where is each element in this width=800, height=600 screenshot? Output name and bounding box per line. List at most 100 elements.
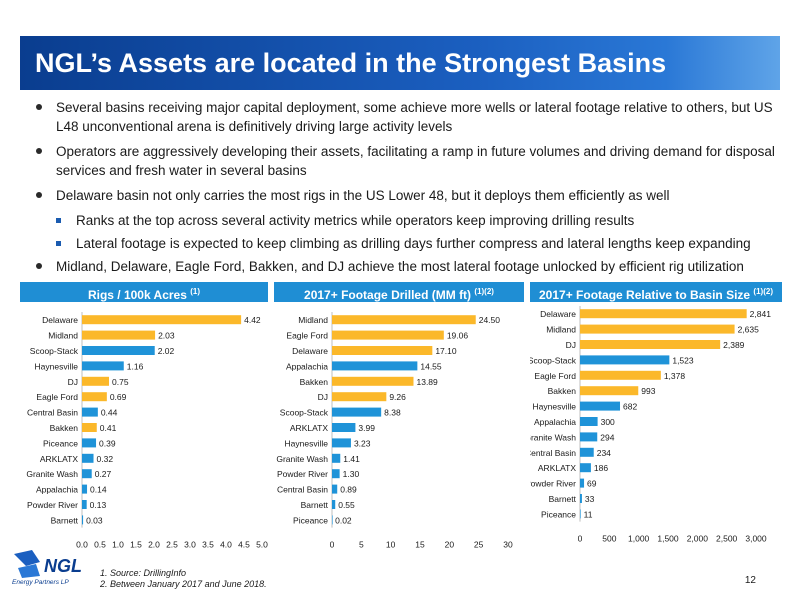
sub-bullet-text: Ranks at the top across several activity… — [76, 213, 635, 228]
x-tick-label: 1,000 — [628, 534, 650, 544]
bar — [82, 407, 98, 417]
value-label: 13.89 — [416, 377, 438, 387]
logo-tagline: Energy Partners LP — [12, 579, 69, 586]
chart-2-note: (1)(2) — [474, 287, 494, 296]
category-label: Haynesville — [533, 402, 577, 412]
category-label: Eagle Ford — [286, 331, 328, 341]
category-label: Bakken — [548, 386, 577, 396]
value-label: 3.99 — [358, 423, 375, 433]
bar — [332, 346, 433, 355]
bullet-item: Delaware basin not only carries the most… — [34, 186, 784, 205]
category-label: Granite Wash — [26, 469, 78, 479]
bar — [580, 463, 591, 473]
category-label: DJ — [566, 340, 576, 350]
value-label: 0.13 — [90, 500, 107, 510]
bar — [580, 447, 594, 457]
category-label: Appalachia — [534, 417, 576, 427]
category-label: Powder River — [530, 479, 576, 489]
bar — [332, 423, 356, 432]
category-label: Midland — [546, 325, 576, 335]
value-label: 0.89 — [340, 485, 357, 495]
bar — [332, 376, 414, 386]
value-label: 0.44 — [101, 408, 118, 418]
category-label: Powder River — [277, 469, 328, 479]
bar — [82, 346, 155, 355]
x-tick-label: 2,000 — [687, 534, 709, 544]
category-label: Bakken — [300, 377, 329, 387]
value-label: 1,378 — [664, 371, 686, 381]
footnote: 1. Source: DrillingInfo — [100, 568, 187, 578]
x-tick-label: 25 — [474, 540, 484, 550]
value-label: 17.10 — [435, 346, 457, 356]
value-label: 1.30 — [343, 469, 360, 479]
category-label: Scoop-Stack — [280, 408, 329, 418]
x-tick-label: 0 — [578, 534, 583, 544]
x-tick-label: 2.5 — [166, 540, 178, 550]
ngl-logo: NGL Energy Partners LP — [10, 548, 90, 591]
chart-2-title: 2017+ Footage Drilled (MM ft) — [304, 288, 472, 302]
footnote: 2. Between January 2017 and June 2018. — [100, 579, 267, 589]
category-label: Central Basin — [27, 408, 78, 418]
bar — [580, 309, 747, 319]
bar — [580, 386, 639, 396]
category-label: Haynesville — [35, 361, 79, 371]
category-label: Eagle Ford — [36, 392, 78, 402]
category-label: Appalachia — [286, 361, 328, 371]
chart-rigs-per-acres: Delaware 4.42 Midland 2.03 Scoop-Stack 2.02 Ha… — [26, 312, 268, 550]
bar — [82, 500, 87, 509]
value-label: 69 — [587, 479, 597, 489]
bullet-list: Several basins receiving major capital d… — [34, 98, 784, 282]
category-label: Haynesville — [285, 438, 329, 448]
value-label: 993 — [641, 386, 655, 396]
value-label: 300 — [601, 417, 615, 427]
category-label: Barnett — [51, 515, 79, 525]
bar — [332, 407, 382, 417]
value-label: 2.02 — [158, 346, 175, 356]
category-label: Delaware — [540, 309, 576, 319]
bar — [332, 469, 340, 479]
value-label: 0.02 — [335, 515, 352, 525]
value-label: 1.41 — [343, 454, 360, 464]
bar — [82, 315, 242, 325]
x-tick-label: 1,500 — [657, 534, 679, 544]
value-label: 0.55 — [338, 500, 355, 510]
value-label: 9.26 — [389, 392, 406, 402]
value-label: 234 — [597, 448, 611, 458]
value-label: 682 — [623, 402, 637, 412]
bar — [82, 438, 97, 448]
category-label: Midland — [298, 315, 328, 325]
sub-bullet-square — [56, 218, 61, 223]
value-label: 11 — [584, 509, 593, 519]
x-tick-label: 3,000 — [745, 534, 767, 544]
value-label: 0.39 — [99, 438, 116, 448]
category-label: Delaware — [292, 346, 328, 356]
category-label: Midland — [48, 331, 78, 341]
sub-bullet-item: Ranks at the top across several activity… — [34, 211, 784, 230]
category-label: ARKLATX — [40, 454, 78, 464]
value-label: 4.42 — [244, 315, 261, 325]
sub-bullet-text: Lateral footage is expected to keep clim… — [76, 236, 751, 251]
value-label: 0.41 — [100, 423, 117, 433]
x-tick-label: 5.0 — [256, 540, 268, 550]
bar — [580, 417, 598, 426]
value-label: 0.75 — [112, 377, 129, 387]
x-tick-label: 4.5 — [238, 540, 250, 550]
chart-1-title: Rigs / 100k Acres — [87, 288, 187, 302]
value-label: 3.23 — [354, 438, 371, 448]
bar — [332, 515, 333, 525]
category-label: Piceance — [541, 509, 576, 519]
bar — [580, 401, 621, 411]
x-tick-label: 15 — [415, 540, 425, 550]
value-label: 24.50 — [479, 315, 501, 325]
value-label: 33 — [585, 494, 595, 504]
bullet-dot — [36, 192, 42, 198]
category-label: Piceance — [43, 438, 78, 448]
category-label: Delaware — [42, 315, 78, 325]
value-label: 0.32 — [97, 454, 114, 464]
category-label: Appalachia — [36, 485, 78, 495]
chart-1-header: Rigs / 100k Acres (1) — [20, 282, 268, 302]
value-label: 2,635 — [738, 325, 760, 335]
bar — [332, 453, 341, 463]
value-label: 8.38 — [384, 408, 401, 418]
x-tick-label: 0.0 — [76, 540, 88, 550]
